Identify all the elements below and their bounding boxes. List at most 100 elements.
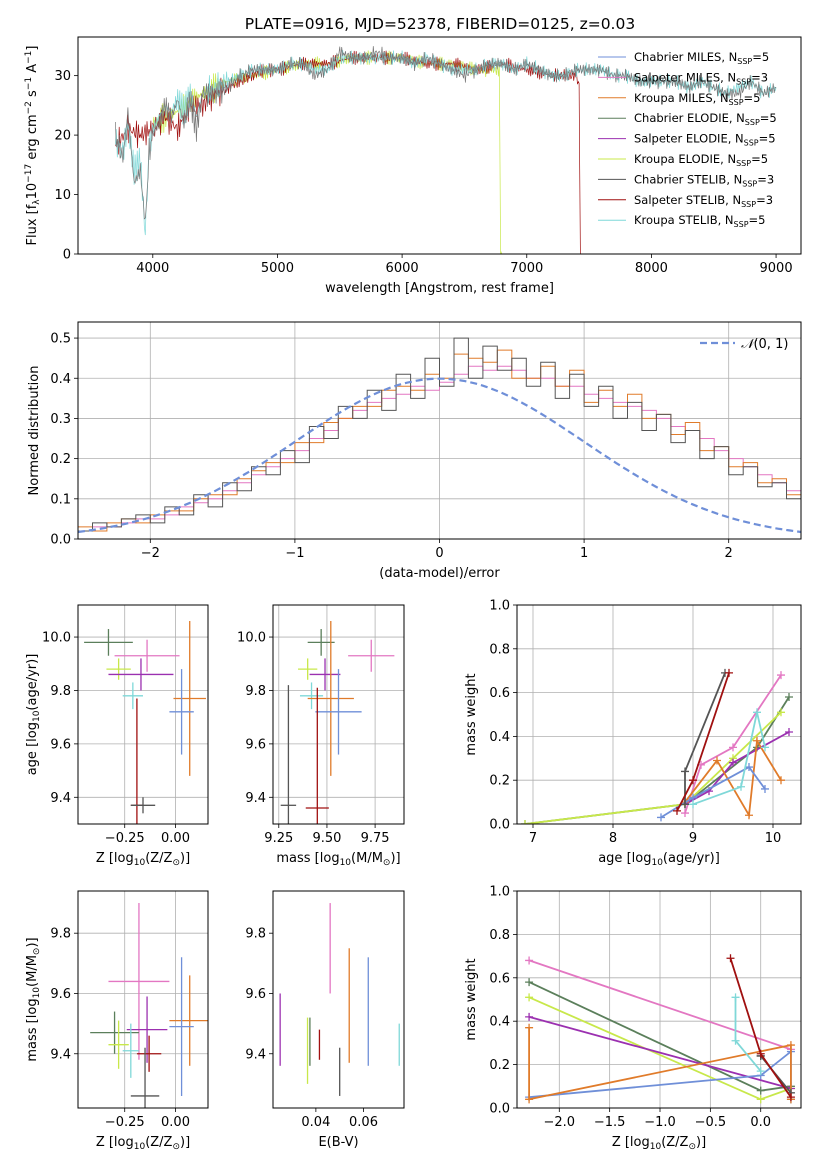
age_vs_Z-ylabel-rest: (age/yr)] bbox=[25, 654, 40, 711]
massweight_vs_age-series-8-marker-2 bbox=[725, 668, 733, 677]
age_vs_mass-ytick-label-2: 9.8 bbox=[245, 684, 266, 699]
spectrum-ytick-label-3: 30 bbox=[54, 69, 71, 84]
legend-label-2: Kroupa MILES, NSSP=5 bbox=[634, 91, 760, 107]
spectrum-ylabel-f: ] bbox=[25, 46, 40, 51]
mass_vs_Z-chart: −0.25 0.00 9.4 9.6 9.8 Z [log10(Z/Z⊙)] mass [l… bbox=[25, 890, 209, 1152]
massweight_vs_Z-marks bbox=[525, 954, 795, 1104]
mass_vs_ebv-ytick-label-0: 9.4 bbox=[245, 1047, 266, 1062]
massweight_vs_Z-series-1-marker-1 bbox=[756, 1086, 765, 1095]
massweight_vs_Z-xlabel: Z [log10(Z/Z⊙)] bbox=[612, 1135, 706, 1152]
residuals-ytick-label-5: 0.5 bbox=[50, 332, 71, 347]
legend-label-2-sub: SSP bbox=[729, 98, 744, 107]
spectrum-ylabel: Flux [fλ10−17 erg cm−2 s−1 A−1] bbox=[24, 46, 42, 246]
massweight_vs_Z-chart: −2.0 −1.5 −1.0 −0.5 0.0 0.0 0.2 0.4 0.6 0.8 1.0 Z [… bbox=[464, 885, 802, 1152]
spectrum-ytick-label-1: 10 bbox=[54, 188, 71, 203]
massweight_vs_Z-series-2-marker-0 bbox=[525, 993, 534, 1002]
mass_vs_Z-ytick-label-0: 9.4 bbox=[50, 1047, 71, 1062]
age_vs_mass-xlabel-end: )] bbox=[390, 851, 400, 866]
mass_vs_ebv-ytick-label-2: 9.8 bbox=[245, 927, 266, 942]
mass_vs_Z-ylabel-sub: 10 bbox=[32, 987, 42, 999]
age_vs_Z-frame bbox=[77, 604, 209, 825]
massweight_vs_age-xtick-label-3: 10 bbox=[765, 831, 782, 846]
residuals-xtick-label-1: −1 bbox=[285, 546, 304, 561]
massweight_vs_Z-ytick-label-1: 0.2 bbox=[489, 1058, 510, 1073]
residuals-ytick-label-4: 0.4 bbox=[50, 372, 71, 387]
spectrum-series-0 bbox=[115, 46, 777, 220]
mass_vs_Z-marks bbox=[90, 903, 208, 1108]
age_vs_Z-ytick-label-2: 9.8 bbox=[50, 684, 71, 699]
massweight_vs_age-xlabel-rest: (age/yr)] bbox=[663, 851, 720, 866]
massweight_vs_age-frame bbox=[516, 604, 802, 825]
spectrum-ylabel-exp4: −1 bbox=[24, 51, 34, 64]
age_vs_mass-xtick-label-2: 9.75 bbox=[361, 831, 390, 846]
legend-label-0-n: =5 bbox=[752, 50, 769, 64]
spectrum-ylabel-sub: λ bbox=[32, 199, 42, 205]
residuals-xtick-label-2: 0 bbox=[435, 546, 443, 561]
massweight_vs_age-series-8-marker-0 bbox=[673, 806, 681, 815]
mass_vs_Z-xlabel-end: )] bbox=[180, 1135, 190, 1150]
age_vs_Z-xtick-label-1: 0.00 bbox=[161, 831, 190, 846]
spectrum-xtick-label-5: 9000 bbox=[760, 261, 793, 276]
age_vs_mass-ytick-label-1: 9.6 bbox=[245, 737, 266, 752]
legend-label-8-sub: SSP bbox=[734, 220, 749, 229]
residual-legend-text: (0, 1) bbox=[753, 337, 788, 352]
massweight_vs_age-series-4-marker-4 bbox=[777, 776, 785, 785]
massweight_vs_Z-xlabel-sun: ⊙ bbox=[688, 1142, 696, 1152]
age_vs_mass-xlabel-rest: (M/M bbox=[351, 851, 383, 866]
massweight_vs_age-series-6 bbox=[692, 712, 766, 806]
spectrum-series-2 bbox=[115, 50, 581, 254]
spectrum-xtick-label-4: 8000 bbox=[635, 261, 668, 276]
massweight_vs_Z-series-5-marker-0 bbox=[525, 1023, 534, 1032]
spectrum-ylabel-c: erg cm bbox=[25, 114, 40, 163]
massweight_vs_Z-ytick-label-2: 0.4 bbox=[489, 1015, 510, 1030]
massweight_vs_age-ytick-label-2: 0.4 bbox=[489, 730, 510, 745]
spectrum-ytick-label-0: 0 bbox=[63, 248, 71, 263]
massweight_vs_age-series-6-marker-2 bbox=[753, 708, 761, 717]
legend-label-4-sub: SSP bbox=[744, 139, 759, 148]
residuals-ytick-label-2: 0.2 bbox=[50, 452, 71, 467]
massweight_vs_age-series-2-marker-0 bbox=[521, 820, 529, 824]
normal-curve bbox=[78, 377, 801, 534]
massweight_vs_age-xlabel: age [log10(age/yr)] bbox=[598, 851, 720, 868]
massweight_vs_age-series-2 bbox=[524, 711, 782, 824]
age_vs_mass-xtick-label-1: 9.50 bbox=[312, 831, 341, 846]
age_vs_Z-ylabel-sub: 10 bbox=[32, 710, 42, 722]
residuals-xlabel: (data-model)/error bbox=[379, 566, 500, 581]
massweight_vs_Z-frame bbox=[516, 890, 802, 1109]
residuals-marks bbox=[78, 337, 801, 534]
legend-label-4: Salpeter ELODIE, NSSP=5 bbox=[634, 132, 776, 148]
spectrum-xtick-label-3: 7000 bbox=[510, 261, 543, 276]
massweight_vs_Z-xlabel-rest: (Z/Z bbox=[661, 1135, 688, 1150]
legend-label-3-sub: SSP bbox=[745, 118, 760, 127]
legend-label-2-n: =5 bbox=[744, 91, 761, 105]
spectrum-xtick-label-1: 5000 bbox=[261, 261, 294, 276]
residuals-ytick-label-0: 0.0 bbox=[50, 533, 71, 548]
mass_vs_ebv-xtick-label-0: 0.04 bbox=[301, 1115, 330, 1130]
age_vs_mass-xtick-label-0: 9.25 bbox=[264, 831, 293, 846]
legend-label-3: Chabrier ELODIE, NSSP=5 bbox=[634, 111, 777, 127]
legend-label-5: Kroupa ELODIE, NSSP=5 bbox=[634, 152, 768, 168]
massweight_vs_age-xlabel-sub: 10 bbox=[651, 858, 663, 868]
age_vs_mass-frame bbox=[272, 604, 405, 825]
residual-legend-label: 𝒩(0, 1) bbox=[741, 337, 788, 352]
massweight_vs_age-series-6-marker-3 bbox=[761, 743, 769, 752]
massweight_vs_age-series-5-marker-0 bbox=[657, 813, 665, 822]
massweight_vs_age-series-6-marker-0 bbox=[689, 800, 697, 809]
mass_vs_Z-xtick-label-1: 0.00 bbox=[161, 1115, 190, 1130]
mass_vs_Z-ylabel-sun: ⊙ bbox=[32, 948, 42, 956]
massweight_vs_Z-xtick-label-0: −2.0 bbox=[544, 1115, 576, 1130]
massweight_vs_Z-series-5-marker-2 bbox=[786, 1041, 795, 1050]
massweight_vs_Z-series-2-marker-1 bbox=[756, 1095, 765, 1104]
massweight_vs_age-ytick-label-4: 0.8 bbox=[489, 642, 510, 657]
massweight_vs_Z-series-6-marker-1 bbox=[731, 1036, 740, 1045]
massweight_vs_age-series-3-marker-2 bbox=[729, 758, 737, 767]
mass_vs_Z-xlabel-sun: ⊙ bbox=[172, 1142, 180, 1152]
legend-label-6: Chabrier STELIB, NSSP=3 bbox=[634, 172, 774, 188]
mass_vs_ebv-xlabel: E(B-V) bbox=[318, 1135, 358, 1150]
legend-label-7: Salpeter STELIB, NSSP=3 bbox=[634, 193, 773, 209]
spectrum-xlabel: wavelength [Angstrom, rest frame] bbox=[325, 281, 554, 296]
massweight_vs_age-series-6-marker-1 bbox=[737, 782, 745, 791]
spectrum-xtick-label-0: 4000 bbox=[136, 261, 169, 276]
mass_vs_Z-xlabel-sub: 10 bbox=[134, 1142, 146, 1152]
